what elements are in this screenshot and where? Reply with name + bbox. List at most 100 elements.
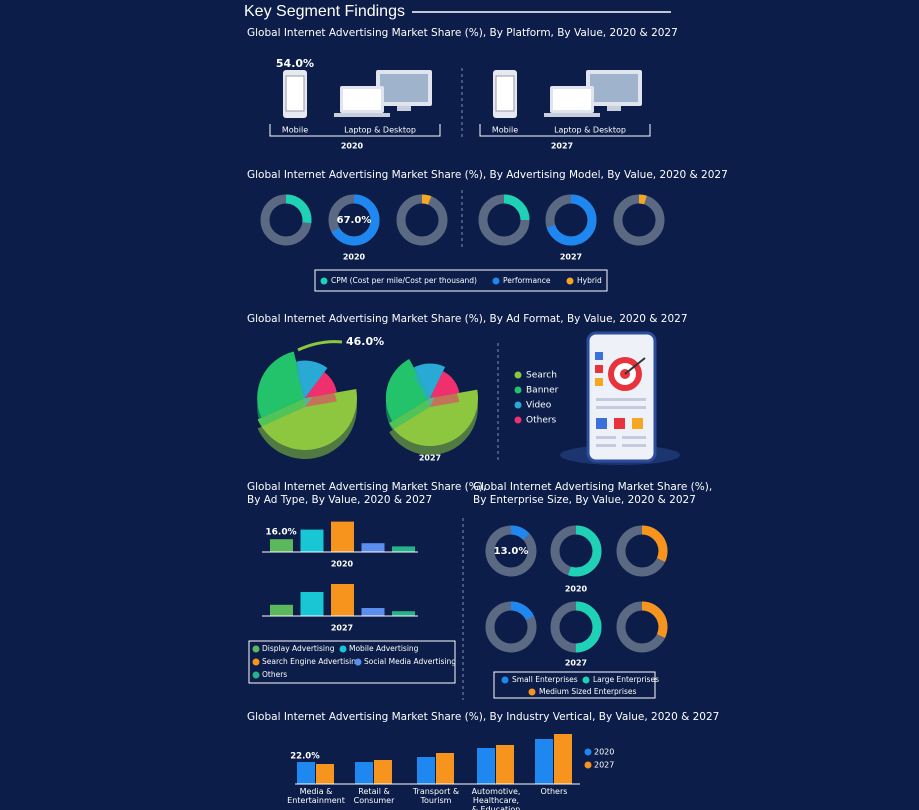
bar bbox=[436, 753, 454, 784]
bar bbox=[297, 762, 315, 784]
value-label: 67.0% bbox=[337, 215, 372, 226]
laptop-base bbox=[544, 113, 600, 117]
legend-label: Search Engine Advertising bbox=[262, 657, 361, 666]
chart-title: Global Internet Advertising Market Share… bbox=[247, 169, 728, 181]
donut-arc bbox=[396, 194, 448, 246]
group-label: 2020 bbox=[343, 253, 366, 262]
desktop-screen bbox=[380, 74, 428, 102]
chart-title: Global Internet Advertising Market Share… bbox=[247, 313, 688, 325]
legend-swatch bbox=[582, 676, 590, 684]
phone-illustration bbox=[560, 331, 680, 465]
label-leader bbox=[297, 340, 343, 352]
desktop-screen bbox=[590, 74, 638, 102]
legend-label: CPM (Cost per mile/Cost per thousand) bbox=[331, 276, 477, 285]
group-label: 2027 bbox=[560, 253, 582, 262]
bar bbox=[270, 539, 293, 552]
group-label: 2027 bbox=[419, 454, 441, 463]
value-label: 46.0% bbox=[346, 335, 384, 348]
legend-label: Search bbox=[526, 371, 557, 381]
legend-swatch bbox=[501, 676, 509, 684]
legend-swatch bbox=[514, 371, 522, 379]
bar bbox=[316, 764, 334, 784]
group-label: 2020 bbox=[565, 585, 588, 594]
slice bbox=[305, 372, 337, 398]
group-label: 2020 bbox=[331, 560, 354, 569]
category-label: Mobile bbox=[282, 126, 308, 135]
bracket bbox=[269, 124, 441, 137]
chart-title: Global Internet Advertising Market Share… bbox=[247, 711, 720, 723]
slice bbox=[430, 371, 460, 398]
donut-arc bbox=[613, 194, 665, 246]
bar bbox=[374, 760, 392, 784]
bar bbox=[300, 529, 324, 552]
donut-arc bbox=[485, 601, 537, 653]
phone-screen bbox=[285, 75, 305, 112]
value-label: 22.0% bbox=[290, 752, 320, 762]
bar bbox=[331, 521, 354, 552]
donut-arc bbox=[485, 525, 537, 577]
laptop-screen bbox=[343, 89, 381, 110]
legend-swatch bbox=[584, 761, 592, 769]
category-label: Laptop & Desktop bbox=[344, 126, 416, 135]
legend-box bbox=[248, 640, 456, 684]
donut-arc bbox=[478, 194, 530, 246]
bar bbox=[392, 546, 415, 552]
legend-label: 2027 bbox=[594, 761, 614, 770]
group-label: 2027 bbox=[565, 659, 587, 668]
donut-arc bbox=[616, 601, 668, 653]
category-label: Transport & Tourism bbox=[412, 787, 460, 805]
laptop-screen bbox=[553, 89, 591, 110]
bar bbox=[477, 748, 495, 784]
legend-swatch bbox=[566, 277, 574, 285]
donut-arc bbox=[328, 194, 380, 246]
laptop-base bbox=[334, 113, 390, 117]
legend-label: Others bbox=[262, 670, 287, 679]
category-label: Retail & Consumer bbox=[353, 787, 395, 805]
bar bbox=[554, 734, 572, 784]
legend-swatch bbox=[514, 386, 522, 394]
bar bbox=[355, 762, 373, 784]
legend-box bbox=[493, 671, 656, 699]
slice bbox=[413, 363, 446, 398]
page-title: Key Segment Findings bbox=[244, 3, 405, 20]
category-label: Automotive, Healthcare, & Education bbox=[471, 787, 521, 810]
category-label: Mobile bbox=[492, 126, 518, 135]
legend-swatch bbox=[339, 645, 347, 653]
chart-title: Global Internet Advertising Market Share… bbox=[473, 481, 713, 506]
chart-title: Global Internet Advertising Market Share… bbox=[247, 27, 678, 39]
bar bbox=[535, 739, 553, 784]
legend-swatch bbox=[492, 277, 500, 285]
donut-arc bbox=[550, 525, 602, 577]
slice bbox=[257, 351, 305, 418]
desktop-stand bbox=[397, 106, 411, 111]
chart-title: Global Internet Advertising Market Share… bbox=[247, 481, 487, 506]
group-label: 2020 bbox=[341, 142, 364, 151]
group-label: 2027 bbox=[331, 624, 353, 633]
legend-swatch bbox=[252, 645, 260, 653]
legend-label: Hybrid bbox=[577, 276, 602, 285]
legend-swatch bbox=[354, 658, 362, 666]
legend-label: Others bbox=[526, 416, 557, 426]
donut-track bbox=[613, 194, 665, 246]
bar bbox=[270, 604, 293, 616]
legend-label: Medium Sized Enterprises bbox=[539, 687, 636, 696]
dividers bbox=[461, 68, 499, 700]
bar bbox=[361, 543, 385, 552]
bar bbox=[417, 757, 435, 784]
legend-label: Small Enterprises bbox=[512, 675, 578, 684]
category-label: Media & Entertainment bbox=[287, 787, 345, 805]
legend-label: Video bbox=[526, 401, 552, 411]
group-label: 2027 bbox=[551, 142, 573, 151]
legend-label: Mobile Advertising bbox=[349, 644, 419, 653]
bar bbox=[496, 745, 514, 784]
legend-label: Banner bbox=[526, 386, 559, 396]
legend-box bbox=[314, 269, 608, 292]
phone-screen bbox=[495, 75, 515, 112]
slice bbox=[385, 359, 430, 422]
legend-swatch bbox=[528, 688, 536, 696]
legend-swatch bbox=[514, 416, 522, 424]
legend-swatch bbox=[584, 748, 592, 756]
slice bbox=[389, 389, 479, 447]
